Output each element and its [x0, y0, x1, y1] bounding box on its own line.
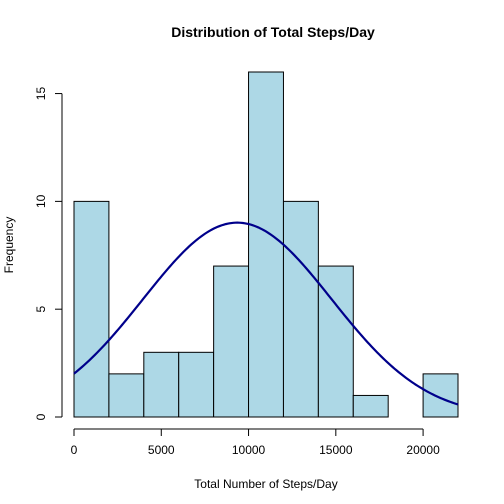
x-axis: 0 5000 10000 15000 20000 [71, 428, 440, 457]
histogram-bar [143, 351, 180, 418]
histogram-bar [178, 351, 215, 418]
x-tick-label: 15000 [319, 443, 353, 457]
y-axis: 0 5 10 15 [34, 87, 63, 420]
histogram-bars [73, 71, 459, 418]
histogram-bar [422, 373, 459, 418]
x-tick-label: 10000 [232, 443, 266, 457]
y-tick-label: 5 [34, 306, 48, 313]
histogram-bar [213, 265, 250, 418]
y-tick-label: 10 [34, 194, 48, 208]
y-tick-label: 15 [34, 87, 48, 101]
histogram-bar [108, 373, 145, 418]
histogram-bar [352, 394, 389, 418]
y-tick-label: 0 [34, 413, 48, 420]
x-tick-label: 20000 [406, 443, 440, 457]
x-axis-label: Total Number of Steps/Day [194, 477, 337, 491]
normal-density-curve [73, 221, 459, 406]
x-tick-label: 5000 [148, 443, 175, 457]
y-axis-label: Frequency [2, 217, 16, 274]
histogram-bar [73, 200, 110, 418]
histogram-bar [282, 200, 319, 418]
x-tick-label: 0 [71, 443, 78, 457]
chart-title: Distribution of Total Steps/Day [171, 24, 375, 40]
histogram-bar [248, 71, 284, 418]
